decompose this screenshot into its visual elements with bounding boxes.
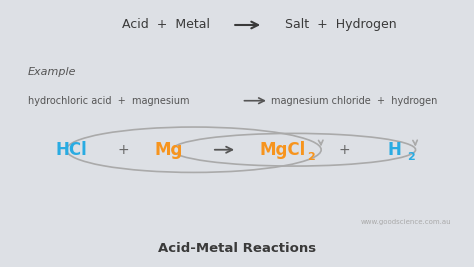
Text: Acid  +  Metal: Acid + Metal	[122, 18, 210, 32]
Text: Acid-Metal Reactions: Acid-Metal Reactions	[158, 242, 316, 255]
Text: Example: Example	[27, 67, 76, 77]
Text: hydrochloric acid  +  magnesium: hydrochloric acid + magnesium	[27, 96, 189, 106]
Text: 2: 2	[407, 152, 414, 162]
Text: +: +	[338, 143, 350, 157]
Text: Salt  +  Hydrogen: Salt + Hydrogen	[285, 18, 397, 32]
Text: magnesium chloride  +  hydrogen: magnesium chloride + hydrogen	[271, 96, 438, 106]
Text: www.goodscience.com.au: www.goodscience.com.au	[360, 219, 451, 225]
Text: Mg: Mg	[155, 141, 183, 159]
Text: MgCl: MgCl	[260, 141, 306, 159]
Text: HCl: HCl	[55, 141, 87, 159]
Text: +: +	[118, 143, 129, 157]
Text: 2: 2	[308, 152, 315, 162]
Text: H: H	[387, 141, 401, 159]
